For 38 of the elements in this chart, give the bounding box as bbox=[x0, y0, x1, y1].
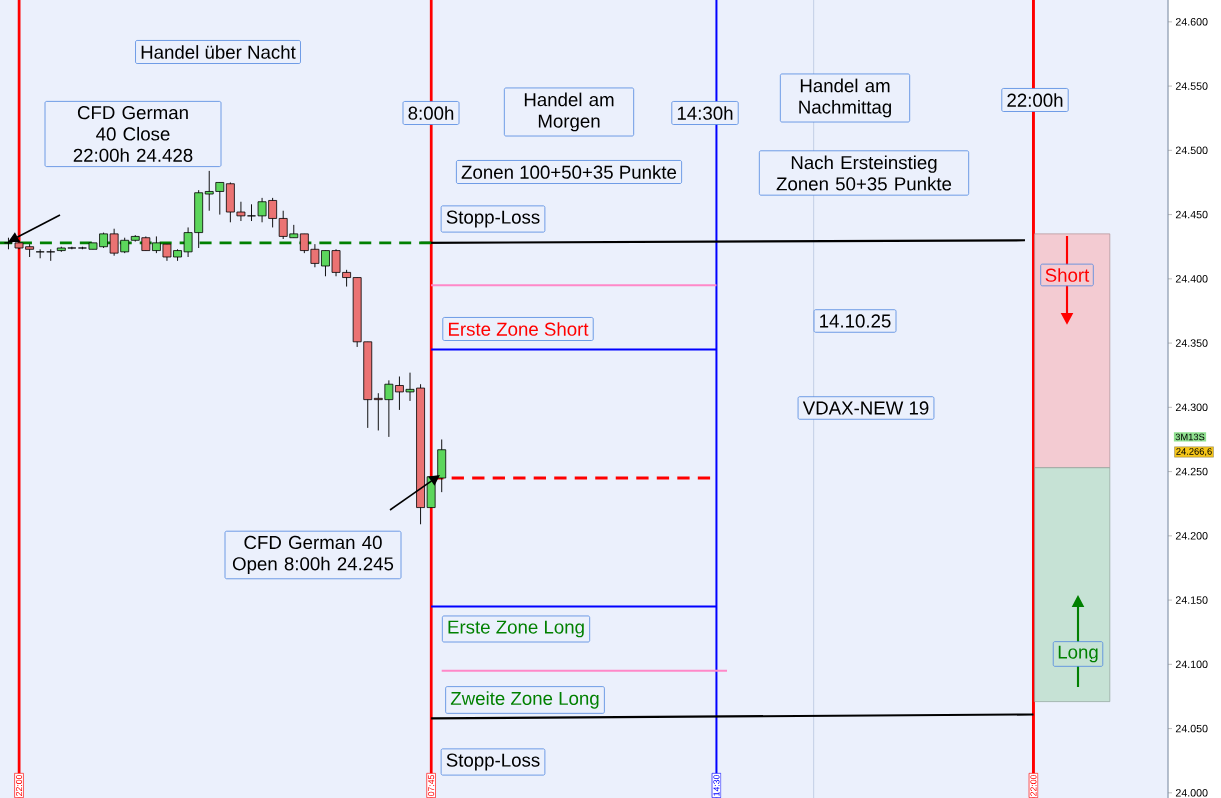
annotation: VDAX-NEW 19 bbox=[802, 401, 929, 415]
annotation: Stopp-Loss bbox=[446, 753, 540, 771]
annotation: Handel am Nachmittag bbox=[799, 78, 891, 118]
annotation: 8:00h bbox=[408, 106, 454, 120]
x-tick-label: 14:30 bbox=[713, 774, 720, 796]
annotation: Handel am Morgen bbox=[524, 92, 614, 132]
annotation: 14.10.25 bbox=[820, 314, 891, 328]
y-tick-label: 24.200 bbox=[1175, 532, 1208, 540]
annotation: Zonen 100+50+35 Punkte bbox=[461, 165, 677, 179]
annotation: Zweite Zone Long bbox=[450, 691, 599, 709]
y-tick-label: 24.050 bbox=[1175, 724, 1208, 733]
annotation: CFD German 40 Open 8:00h 24.245 bbox=[232, 535, 394, 575]
annotation: Handel über Nacht bbox=[141, 45, 296, 59]
annotation: Short bbox=[1045, 268, 1090, 282]
y-tick-label: 24.100 bbox=[1175, 660, 1208, 669]
y-tick-label: 24.450 bbox=[1175, 210, 1208, 219]
x-tick-label: 07:45 bbox=[428, 775, 435, 796]
annotation: Long bbox=[1058, 645, 1098, 663]
y-tick-label: 24.550 bbox=[1175, 82, 1208, 90]
y-tick-label: 24.000 bbox=[1175, 789, 1208, 797]
y-tick-label: 24.350 bbox=[1175, 339, 1208, 347]
annotation: Stopp-Loss bbox=[446, 210, 540, 228]
text: 24.266,6 bbox=[1176, 448, 1212, 456]
x-tick-label: 22:00 bbox=[1030, 774, 1037, 796]
x-tick-label: 22:00 bbox=[15, 774, 23, 796]
annotation: 14:30h bbox=[677, 106, 733, 120]
annotation: Nach Ersteinstieg Zonen 50+35 Punkte bbox=[776, 155, 952, 191]
y-tick-label: 24.150 bbox=[1175, 596, 1208, 604]
annotation: Erste Zone Long bbox=[448, 620, 584, 638]
y-tick-label: 24.300 bbox=[1175, 403, 1208, 412]
y-tick-label: 24.250 bbox=[1175, 467, 1208, 476]
annotation: Erste Zone Short bbox=[448, 322, 589, 336]
y-tick-label: 24.500 bbox=[1175, 146, 1208, 155]
annotation: CFD German 40 Close 22:00h 24.428 bbox=[73, 106, 193, 162]
y-tick-label: 24.600 bbox=[1175, 18, 1208, 26]
y-tick-label: 24.400 bbox=[1175, 275, 1208, 283]
annotation: 22:00h bbox=[1007, 93, 1063, 107]
text: 3M13S bbox=[1175, 433, 1205, 441]
